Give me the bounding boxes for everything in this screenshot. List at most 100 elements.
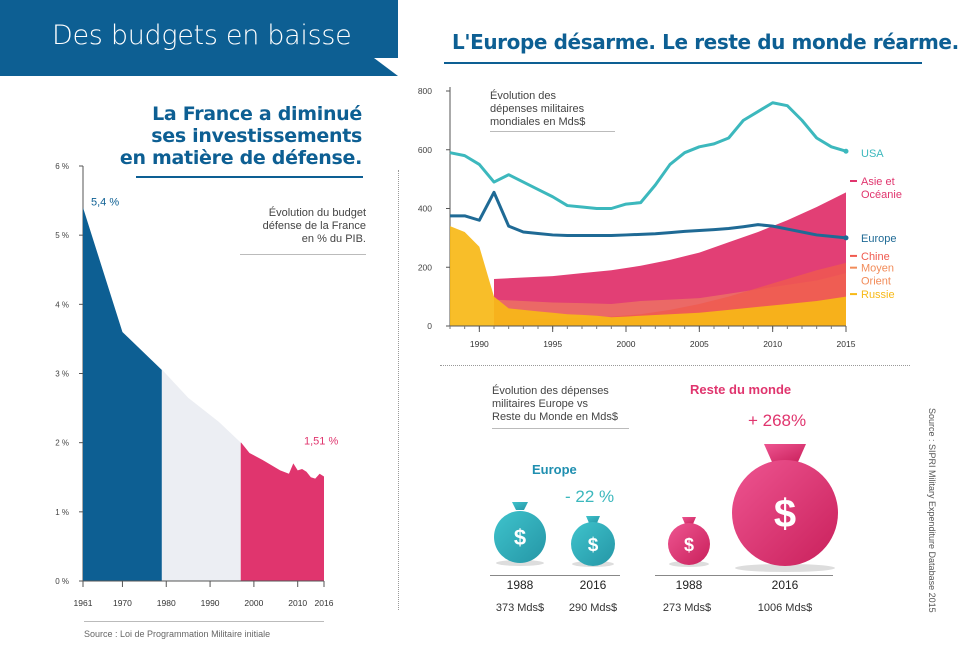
x-tick-label: 1970 [113,598,132,608]
y-tick-label: 2 % [55,439,69,448]
bag-year: 2016 [579,578,607,592]
x-tick-label: 2005 [690,339,709,349]
side-source: Source : SIPRI Military Expenditure Data… [927,408,937,613]
money-bags: $ $ $ $ [494,444,838,572]
horizontal-separator [440,365,910,366]
x-tick-label: 2010 [763,339,782,349]
legend-label: Moyen Orient [861,263,894,288]
banner-fold [374,58,398,76]
legend-label: Chine [861,251,890,263]
caption-line: militaires Europe vs [492,398,588,410]
europe-caption-rule [492,428,629,429]
y-tick-label: 1 % [55,508,69,517]
legend-label-line: USA [861,148,884,160]
caption-line: en % du PIB. [301,233,366,245]
y-tick-label: 5 % [55,231,69,240]
legend-label: Asie et Océanie [861,176,902,201]
x-tick-label: 2000 [617,339,636,349]
headline-left: La France a diminué ses investissements … [72,103,362,169]
france-budget-chart: 0 % 1 % 2 % 3 % 4 % 5 % 6 % 1961 1970 1980 1990 200… [55,162,338,608]
y-tick-label: 0 % [55,577,69,586]
headline-left-rule [136,176,363,178]
bag-value: 373 Mds$ [495,602,545,614]
bag-value: 273 Mds$ [662,602,712,614]
headline-left-line: ses investissements [151,125,362,147]
legend-label-line: Moyen [861,263,894,275]
dollar-sign: $ [514,525,526,550]
side-source-container: Source : SIPRI Military Expenditure Data… [915,408,937,618]
bag-rest-2016: $ [732,444,838,572]
world-caption: Évolution des dépenses militaires mondia… [490,90,585,129]
series-end-dot [843,235,849,241]
caption-line: Reste du Monde en Mds$ [492,411,618,423]
caption-line: défense de la France [262,220,366,232]
caption-line: mondiales en Mds$ [490,116,586,128]
budget-band [161,370,241,581]
caption-line: Évolution des dépenses [492,385,609,397]
caption-line: dépenses militaires [490,103,585,115]
bag-rest-1988: $ [668,517,710,567]
x-tick-label: 2015 [837,339,856,349]
series-area [450,226,846,326]
bag-year: 2016 [771,578,799,592]
rest-bag-rule [655,575,833,576]
world-spending-chart: 0 200 400 600 800 1990 1995 2000 2005 2010 2015 USA… [418,86,902,349]
y-tick-label: 0 [427,321,432,331]
europe-bag-rule [490,575,620,576]
legend-label-line: Océanie [861,189,902,201]
bag-value: 1006 Mds$ [757,602,813,614]
bag-europe-1988: $ [494,502,546,566]
x-tick-label: 2000 [244,598,263,608]
headline-right-rule [444,62,922,64]
dollar-sign: $ [684,535,694,555]
france-source-rule [84,621,324,622]
y-tick-label: 800 [418,86,432,96]
headline-left-line: La France a diminué [152,103,362,125]
y-tick-label: 200 [418,262,432,272]
legend-label: Russie [861,289,895,301]
y-tick-label: 3 % [55,370,69,379]
x-tick-label: 1995 [543,339,562,349]
budget-band [240,442,324,581]
legend-label-line: Orient [861,276,891,288]
x-tick-label: 1980 [157,598,176,608]
legend-label-line: Russie [861,289,895,301]
vertical-separator [398,170,399,610]
world-caption-rule [490,131,615,132]
france-caption-rule [240,254,366,255]
europe-caption: Évolution des dépenses militaires Europe… [492,385,618,424]
legend-label-line: Chine [861,251,890,263]
annotation-label: 1,51 % [304,436,338,448]
france-caption: Évolution du budget défense de la France… [222,207,366,246]
x-tick-label: 2016 [315,598,334,608]
series-line [450,190,847,240]
rest-change: + 268% [748,411,807,430]
banner-title: Des budgets en baisse [52,20,352,51]
x-tick-label: 1990 [470,339,489,349]
y-tick-label: 400 [418,204,432,214]
budget-band [83,207,162,581]
series-line [449,101,847,210]
x-tick-label: 1961 [74,598,93,608]
legend-label-line: Asie et [861,176,895,188]
bag-year: 1988 [675,578,703,592]
bag-year: 1988 [506,578,534,592]
headline-right: L'Europe désarme. Le reste du monde réar… [452,30,959,54]
legend-label-line: Europe [861,233,896,245]
caption-line: Évolution du budget [268,207,366,219]
legend-label: USA [861,148,884,160]
bag-value: 290 Mds$ [568,602,618,614]
y-tick-label: 4 % [55,300,69,309]
europe-change: - 22 % [565,487,615,506]
caption-line: Évolution des [490,90,557,102]
bag-europe-2016: $ [571,516,615,567]
x-tick-label: 2010 [288,598,307,608]
series-end-dot [843,148,849,154]
headline-left-line: en matière de défense. [119,147,362,169]
title-banner [0,0,398,76]
x-tick-label: 1990 [201,598,220,608]
dollar-sign: $ [588,535,599,556]
legend-label: Europe [861,233,896,245]
y-tick-label: 6 % [55,162,69,171]
europe-title: Europe [532,462,577,477]
